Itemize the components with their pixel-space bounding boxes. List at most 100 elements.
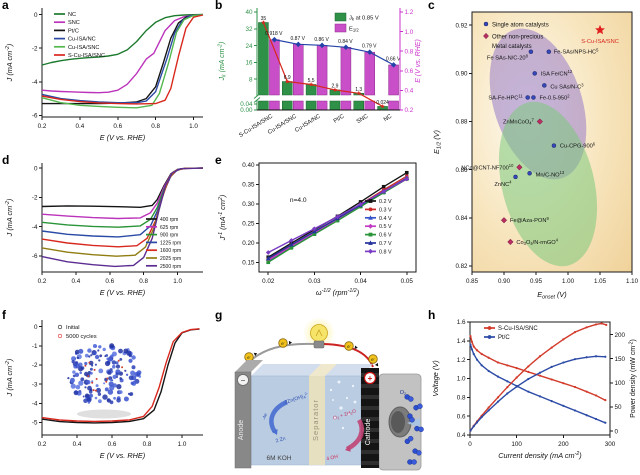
marker	[480, 416, 483, 419]
y-tick-label: -2	[32, 45, 38, 52]
chart-element: 10	[509, 163, 514, 168]
chart-element	[87, 375, 90, 378]
chart-element: -2	[5, 201, 11, 206]
x-tick-label: 0.03	[308, 278, 321, 285]
chart-element: -2	[575, 451, 580, 457]
y-tick-label: 0.30	[242, 201, 255, 208]
chart-element: 0.8	[143, 441, 152, 448]
chart-element: 200	[615, 332, 626, 339]
chart-element: e	[371, 357, 374, 362]
point-label: ZnNC4	[494, 180, 512, 188]
chart-element: -2	[217, 44, 223, 49]
chart-element: -6	[32, 113, 38, 120]
chart-element: 1.0	[457, 376, 466, 383]
chart-element: 0.6 V	[379, 233, 392, 239]
chart-element	[84, 371, 89, 377]
chart-element	[80, 377, 85, 382]
legend-swatch-jk	[334, 12, 347, 22]
chart-element: NCo@CNT-NF700	[461, 165, 509, 171]
chart-element: 4	[529, 121, 532, 126]
legend-label: Jk at 0.85 V	[349, 16, 379, 22]
x-axis-label: E (V vs. RHE)	[100, 288, 145, 297]
chart-element	[76, 356, 80, 360]
chart-element: -6	[32, 253, 38, 260]
chart-element	[84, 353, 89, 358]
chart-element: 0.8	[139, 278, 148, 285]
region-metal-catalysts	[498, 101, 598, 267]
marker	[594, 323, 598, 326]
chart-element	[115, 372, 119, 376]
chart-element	[94, 389, 97, 392]
chart-element: k	[221, 74, 227, 77]
y-tick-label: -2	[32, 195, 38, 202]
chart-element: 1.05	[594, 278, 607, 285]
x-tick-label: 1.0	[189, 123, 198, 130]
chart-element	[91, 380, 94, 383]
chart-element	[92, 344, 97, 348]
marker	[605, 323, 608, 326]
oxygen-molecule-icon	[416, 450, 422, 456]
axes	[256, 162, 417, 275]
axis-break-gap	[257, 95, 400, 101]
marker	[527, 390, 530, 393]
oxygen-molecule-icon	[408, 396, 414, 402]
jk-value-label: 0.024	[376, 100, 389, 106]
panel-label-f: f	[2, 308, 6, 322]
chart-element	[125, 373, 129, 376]
chart-element: 0.2	[38, 278, 47, 285]
marker	[550, 365, 553, 369]
y-tick-label: -4	[32, 224, 38, 231]
chart-element: -2	[32, 362, 38, 369]
marker	[538, 371, 542, 374]
cathode-label: Cathode	[365, 419, 372, 446]
chart-element: e	[281, 341, 284, 346]
marker	[550, 378, 553, 381]
chart-h-zn-air-battery-performance: 0 100 200 300 0.4 0.6 0.8 1.0 1.2 1.4 1.6 0 50 100 150…	[431, 319, 637, 460]
chart-element: 0.2	[38, 441, 47, 448]
chart-element: 0.4	[73, 441, 82, 448]
marker	[487, 326, 492, 330]
bubble	[353, 400, 357, 404]
y2-axis-label: Power density (mW cm-2)	[628, 339, 637, 418]
chart-element: 0.95	[530, 278, 543, 285]
chart-element: S-Cu-ISA/SNC	[498, 326, 538, 332]
chart-element: -2	[32, 45, 38, 52]
marker	[562, 338, 565, 341]
chart-element: 0.2	[405, 107, 414, 114]
ehalf-value-label: 0.86 V	[314, 37, 329, 43]
chart-element	[75, 363, 80, 369]
chart-element: Fe-SAs/NPS-HC	[554, 50, 596, 56]
chart-element	[93, 368, 96, 371]
series-s-cu-isa-snc	[41, 14, 204, 105]
y-tick-label: 0.20	[242, 240, 255, 247]
chart-element: 100	[511, 441, 522, 448]
chart-element: 0.35	[242, 182, 255, 189]
bubble	[339, 406, 343, 410]
chart-element: Current density (mA cm	[498, 451, 574, 460]
axes	[467, 321, 613, 438]
panel-c: c 0.85 0.90 0.95 1.00 1.05 1.10 0.82 0.84 0.86 0.…	[426, 0, 640, 310]
chart-element: Power density (mW cm	[630, 346, 637, 418]
chart-element	[67, 377, 70, 380]
marker	[506, 380, 509, 383]
chart-element	[86, 396, 92, 402]
marker	[368, 199, 373, 203]
chart-element: S-Cu-ISA/SNC	[68, 53, 105, 59]
chart-element: 0.85	[466, 278, 479, 285]
chart-element: Voltage (V)	[431, 360, 440, 396]
chart-element	[98, 399, 102, 404]
chart-element	[75, 361, 79, 365]
chart-element: at 0.85 V	[354, 16, 379, 22]
chart-element: J	[349, 16, 352, 22]
marker	[288, 238, 294, 243]
star-marker	[308, 82, 314, 87]
bar	[340, 100, 352, 111]
chart-element	[90, 371, 93, 375]
chart-element: -5	[32, 420, 38, 427]
chart-element	[258, 162, 417, 273]
chart-element: SA-Fe-HPC	[488, 95, 518, 101]
chart-element: 2025 rpm	[160, 256, 181, 262]
chart-element: O	[526, 240, 531, 246]
chart-element: 9	[546, 216, 549, 221]
oxygen-molecule-icon	[411, 459, 417, 465]
